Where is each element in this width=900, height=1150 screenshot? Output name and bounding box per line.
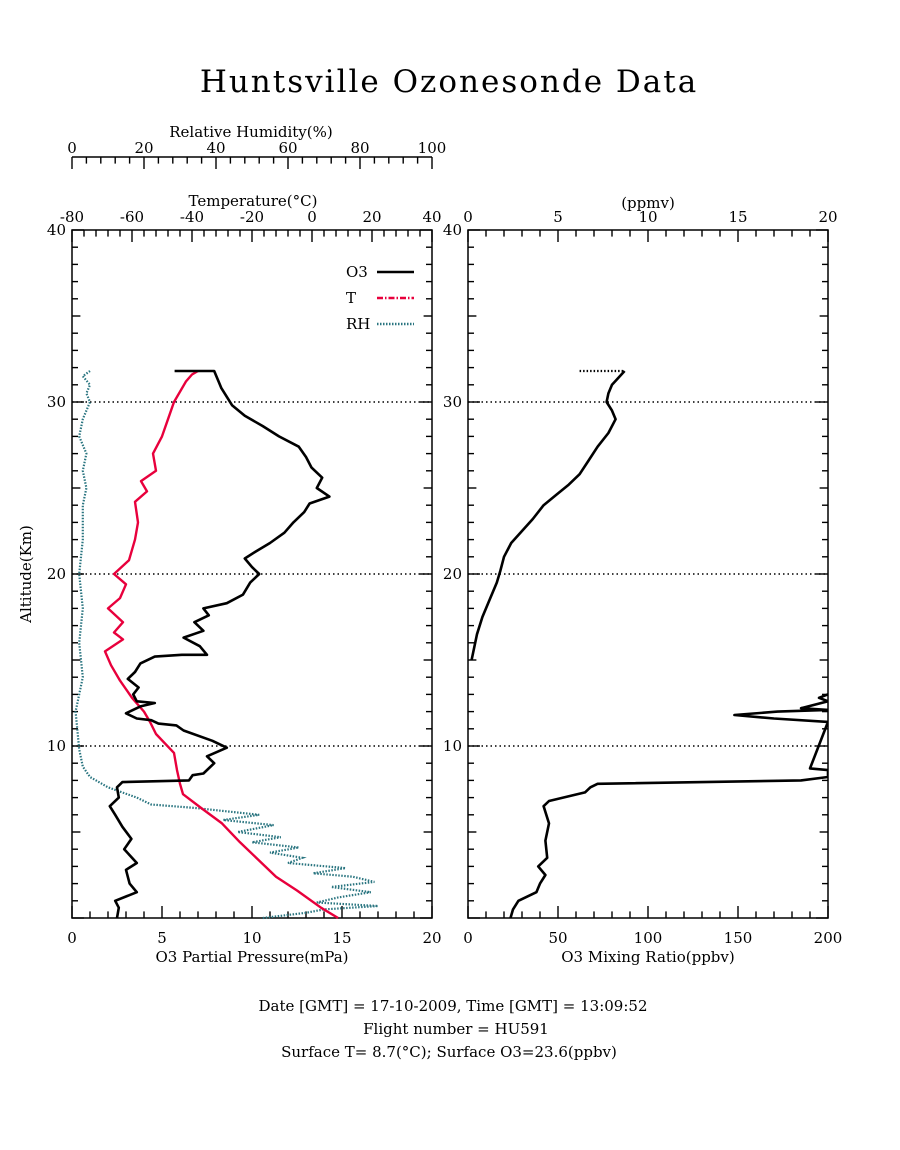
temperature-tick-label: -60 (120, 208, 144, 226)
ppmv-tick-label: 5 (553, 208, 563, 226)
rh-tick-label: 100 (418, 139, 447, 157)
chart-title: Huntsville Ozonesonde Data (200, 64, 698, 100)
o3-pressure-series-line (108, 369, 331, 919)
legend-label-o3: O3 (346, 263, 368, 281)
right-panel: 0 50 100 150 200 0 5 10 15 20 10 20 30 40 O3 Mixing Ra… (443, 194, 842, 966)
left-altitude-tick-label: 10 (47, 737, 66, 755)
rh-tick-label: 0 (67, 139, 77, 157)
temperature-tick-label: -20 (240, 208, 264, 226)
left-panel: 0 5 10 15 20 -80 -60 -40 -20 0 20 40 0 20 40 60 80 100 10 2… (17, 123, 446, 966)
footer-flight-number: Flight number = HU591 (363, 1020, 549, 1038)
rh-axis-title: Relative Humidity(%) (169, 123, 332, 141)
footer-surface-values: Surface T= 8.7(°C); Surface O3=23.6(ppbv… (281, 1043, 617, 1061)
altitude-axis-title: Altitude(Km) (17, 525, 35, 624)
ppmv-tick-label: 0 (463, 208, 473, 226)
o3-pressure-tick-label: 20 (422, 929, 441, 947)
left-altitude-tick-label: 40 (47, 221, 66, 239)
footer-date-time: Date [GMT] = 17-10-2009, Time [GMT] = 13… (258, 997, 647, 1015)
left-altitude-tick-label: 20 (47, 565, 66, 583)
temperature-axis-title: Temperature(°C) (189, 192, 318, 210)
rh-tick-label: 40 (206, 139, 225, 157)
mixing-ratio-series-line-0 (509, 693, 828, 918)
temperature-tick-label: -80 (60, 208, 84, 226)
left-altitude-tick-label: 30 (47, 393, 66, 411)
right-altitude-tick-label: 20 (443, 565, 462, 583)
ppmv-tick-label: 15 (728, 208, 747, 226)
mixing-ratio-tick-label: 0 (463, 929, 473, 947)
ppmv-tick-label: 20 (818, 208, 837, 226)
mixing-ratio-series-line-1 (470, 370, 626, 661)
ppmv-tick-label: 10 (638, 208, 657, 226)
mixing-ratio-tick-label: 200 (814, 929, 843, 947)
right-altitude-tick-label: 30 (443, 393, 462, 411)
right-series-group (470, 369, 828, 918)
mixing-ratio-tick-label: 50 (548, 929, 567, 947)
mixing-ratio-tick-label: 150 (724, 929, 753, 947)
temperature-tick-label: 20 (362, 208, 381, 226)
o3-pressure-tick-label: 5 (157, 929, 167, 947)
temperature-tick-label: -40 (180, 208, 204, 226)
ppmv-axis-title: (ppmv) (621, 194, 675, 212)
rh-tick-label: 20 (134, 139, 153, 157)
mixing-ratio-axis-title: O3 Mixing Ratio(ppbv) (561, 948, 734, 966)
temperature-tick-label: 0 (307, 208, 317, 226)
o3-pressure-tick-label: 15 (332, 929, 351, 947)
right-altitude-tick-label: 40 (443, 221, 462, 239)
temperature-series-line (103, 369, 339, 920)
rh-tick-label: 60 (278, 139, 297, 157)
temperature-tick-label: 40 (422, 208, 441, 226)
legend-label-t: T (346, 289, 356, 307)
mixing-ratio-tick-label: 100 (634, 929, 663, 947)
o3-pressure-tick-label: 0 (67, 929, 77, 947)
right-altitude-tick-label: 10 (443, 737, 462, 755)
legend-label-rh: RH (346, 315, 370, 333)
o3-pressure-tick-label: 10 (242, 929, 261, 947)
rh-series-line (74, 370, 379, 920)
rh-tick-label: 80 (350, 139, 369, 157)
o3-pressure-axis-title: O3 Partial Pressure(mPa) (155, 948, 348, 966)
